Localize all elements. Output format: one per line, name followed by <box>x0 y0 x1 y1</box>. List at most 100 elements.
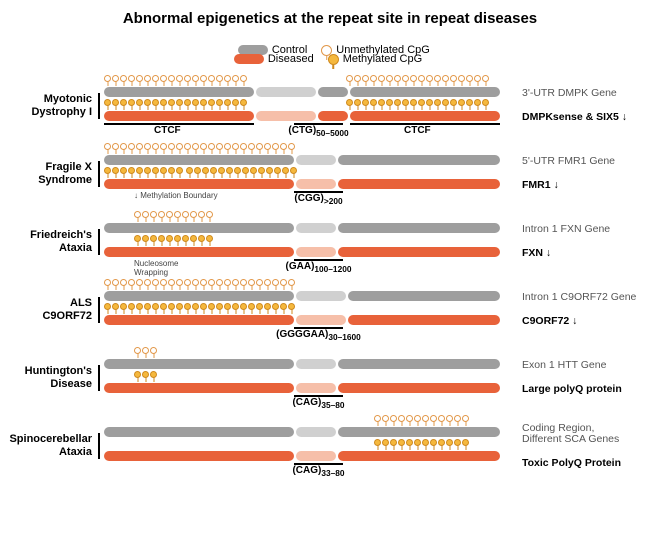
cpg-lollipop-icon <box>136 75 143 82</box>
cpg-lollipop-icon <box>450 75 457 82</box>
cpg-lollipop-icon <box>152 75 159 82</box>
cpg-lollipop-icon <box>160 143 167 150</box>
cpg-lollipop-icon <box>168 167 175 174</box>
cpg-lollipop-icon <box>426 75 433 82</box>
gene-segment <box>296 179 336 189</box>
cpg-lollipop-icon <box>186 167 193 174</box>
cpg-lollipop-icon <box>152 167 159 174</box>
cpg-lollipop-icon <box>184 303 191 310</box>
cpg-lollipop-icon <box>232 303 239 310</box>
disease-rows: Myotonic Dystrophy I (CTG)50–5000CTCFCTC… <box>8 75 652 477</box>
repeat-label: (CAG)33–80 <box>276 465 361 478</box>
gene-segment <box>104 427 294 437</box>
cpg-lollipop-icon <box>382 415 389 422</box>
cpg-lollipop-icon <box>150 347 157 354</box>
gene-segment <box>338 427 500 437</box>
cpg-lollipop-icon <box>192 279 199 286</box>
cpg-lollipop-icon <box>398 439 405 446</box>
cpg-lollipop-icon <box>200 99 207 106</box>
disease-name: Spinocerebellar Ataxia <box>8 433 100 458</box>
cpg-lollipop-icon <box>158 211 165 218</box>
gene-segment <box>338 359 500 369</box>
cpg-lollipop-icon <box>462 439 469 446</box>
cpg-lollipop-icon <box>192 75 199 82</box>
cpg-lollipop-icon <box>184 279 191 286</box>
cpg-lollipop-icon <box>184 99 191 106</box>
cpg-lollipop-icon <box>190 235 197 242</box>
cpg-lollipop-icon <box>466 99 473 106</box>
legend-diseased: Diseased <box>234 53 314 65</box>
cpg-lollipop-icon <box>198 235 205 242</box>
cpg-lollipop-icon <box>224 143 231 150</box>
cpg-lollipop-icon <box>174 211 181 218</box>
cpg-lollipop-icon <box>184 75 191 82</box>
cpg-lollipop-icon <box>160 75 167 82</box>
cpg-lollipop-icon <box>406 415 413 422</box>
cpg-lollipop-icon <box>370 75 377 82</box>
gene-segment <box>296 383 336 393</box>
gene-segment <box>104 247 294 257</box>
cpg-lollipop-icon <box>394 99 401 106</box>
gene-diagram: (GAA)100–1200Nucleosome Wrapping <box>104 211 518 273</box>
repeat-label: (CGG)>200 <box>276 193 361 206</box>
cpg-lollipop-icon <box>176 143 183 150</box>
gene-effect: FXN <box>522 248 652 260</box>
cpg-lollipop-group <box>374 415 469 422</box>
ctcf-label: CTCF <box>404 125 431 136</box>
gene-location: 3'-UTR DMPK Gene <box>522 88 652 100</box>
cpg-lollipop-icon <box>370 99 377 106</box>
cpg-lollipop-icon <box>434 99 441 106</box>
cpg-lollipop-icon <box>112 99 119 106</box>
cpg-lollipop-group <box>346 75 489 82</box>
cpg-lollipop-icon <box>190 211 197 218</box>
cpg-lollipop-icon <box>450 99 457 106</box>
cpg-lollipop-group <box>104 99 247 106</box>
cpg-lollipop-icon <box>206 211 213 218</box>
cpg-lollipop-icon <box>192 99 199 106</box>
cpg-lollipop-icon <box>258 167 265 174</box>
gene-diagram: (CAG)33–80 <box>104 415 518 477</box>
disease-row: Friedreich's Ataxia (GAA)100–1200Nucleos… <box>8 211 652 273</box>
cpg-lollipop-icon <box>386 75 393 82</box>
cpg-lollipop-icon <box>240 99 247 106</box>
cpg-lollipop-icon <box>182 211 189 218</box>
gene-effect: Toxic PolyQ Protein <box>522 458 652 470</box>
cpg-lollipop-icon <box>394 75 401 82</box>
cpg-lollipop-icon <box>418 75 425 82</box>
gene-labels: Exon 1 HTT Gene Large polyQ protein <box>522 360 652 395</box>
cpg-lollipop-icon <box>144 143 151 150</box>
cpg-lollipop-group <box>104 167 183 174</box>
cpg-lollipop-icon <box>398 415 405 422</box>
cpg-lollipop-icon <box>150 211 157 218</box>
cpg-lollipop-group <box>104 279 295 286</box>
cpg-lollipop-icon <box>166 211 173 218</box>
cpg-lollipop-icon <box>216 303 223 310</box>
gene-segment <box>104 359 294 369</box>
cpg-lollipop-icon <box>200 279 207 286</box>
gene-segment <box>104 111 254 121</box>
cpg-lollipop-icon <box>446 415 453 422</box>
cpg-lollipop-icon <box>160 303 167 310</box>
cpg-lollipop-icon <box>136 279 143 286</box>
gene-segment <box>104 291 294 301</box>
cpg-lollipop-icon <box>256 303 263 310</box>
cpg-lollipop-icon <box>184 143 191 150</box>
cpg-lollipop-group <box>346 99 489 106</box>
gene-location: 5'-UTR FMR1 Gene <box>522 156 652 168</box>
cpg-lollipop-icon <box>442 75 449 82</box>
cpg-lollipop-icon <box>386 99 393 106</box>
cpg-lollipop-icon <box>248 303 255 310</box>
cpg-lollipop-group <box>374 439 469 446</box>
cpg-lollipop-icon <box>234 167 241 174</box>
cpg-lollipop-icon <box>250 167 257 174</box>
cpg-lollipop-icon <box>224 75 231 82</box>
cpg-lollipop-icon <box>264 303 271 310</box>
disease-row: Fragile X Syndrome (CGG)>200↓ Methylatio… <box>8 143 652 205</box>
cpg-lollipop-icon <box>482 99 489 106</box>
cpg-lollipop-icon <box>282 167 289 174</box>
cpg-lollipop-icon <box>362 99 369 106</box>
cpg-lollipop-icon <box>474 99 481 106</box>
cpg-lollipop-icon <box>216 75 223 82</box>
cpg-lollipop-icon <box>142 347 149 354</box>
cpg-lollipop-icon <box>290 167 297 174</box>
